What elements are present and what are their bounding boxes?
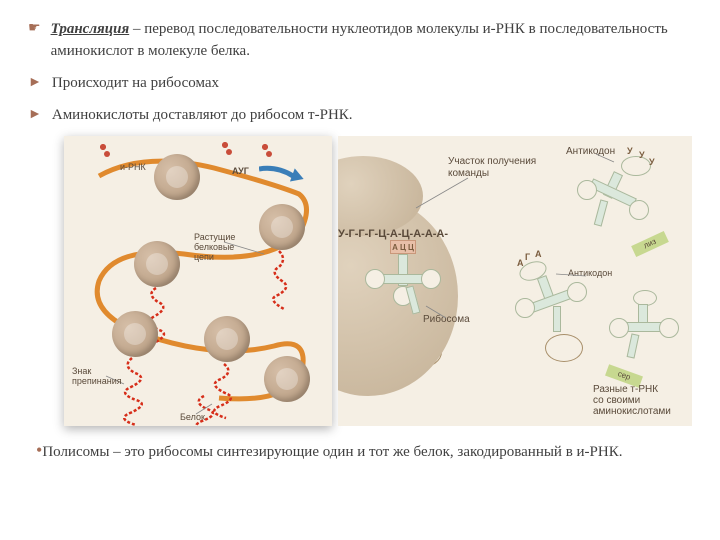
label-protein: Белок (180, 412, 205, 422)
trna-on-ribosome: АЦЦ (373, 244, 433, 314)
bullet-2: ► Происходит на рибосомах (28, 72, 692, 94)
bullet-1: ☛ Трансляция – перевод последовательност… (28, 18, 692, 62)
aa-lys: лиз (631, 231, 669, 257)
ribosome-2 (259, 204, 305, 250)
footer-period: . (619, 444, 623, 460)
label-stop: Знакпрепинания (72, 366, 122, 386)
anticodon-acc: АЦЦ (390, 240, 416, 254)
footer-paragraph: •Полисомы – это рибосомы синтезирующие о… (0, 426, 720, 464)
label-command-site: Участок получениякоманды (448, 156, 536, 180)
ribosome-1 (154, 154, 200, 200)
ribosome-6 (264, 356, 310, 402)
term-translation: Трансляция (51, 21, 130, 37)
label-aug: АУГ (232, 166, 249, 176)
bullet-marker: ► (28, 104, 42, 126)
ribosome-5 (204, 316, 250, 362)
footer-content: Полисомы – это рибосомы синтезирующие од… (42, 444, 618, 460)
label-growing-chains: Растущиебелковыецепи (194, 232, 235, 262)
bullet-1-text: Трансляция – перевод последовательности … (51, 18, 692, 62)
bullet-marker: ► (28, 72, 42, 94)
content-region: ☛ Трансляция – перевод последовательност… (0, 0, 720, 426)
bullet-2-text: Происходит на рибосомах (52, 72, 219, 94)
bullet-3-text: Аминокислоты доставляют до рибосом т-РНК… (52, 104, 353, 126)
label-ribosome: Рибосома (423, 314, 470, 325)
diagrams-row: и-РНК АУГ Растущиебелковыецепи Знакпрепи… (64, 136, 692, 426)
bullet-marker: ☛ (28, 18, 41, 40)
diagram-polysome: и-РНК АУГ Растущиебелковыецепи Знакпрепи… (64, 136, 332, 426)
mrna-sequence: У-Г-Г-Г-Ц-А-Ц-А-А-А- (338, 228, 448, 240)
label-various-trna: Разные т-РНКсо своимиаминокислотами (593, 384, 671, 417)
label-anticodon-top: Антикодон (566, 146, 615, 157)
ribosome-4 (112, 311, 158, 357)
trna-lys: У У У (583, 160, 643, 230)
aa-arg-circle (545, 334, 583, 362)
diagram-ribosome-trna: У-Г-Г-Г-Ц-А-Ц-А-А-А- АЦЦ три У У (338, 136, 692, 426)
label-mrna: и-РНК (120, 162, 146, 172)
trna-ser (613, 296, 673, 366)
bullet-3: ► Аминокислоты доставляют до рибосом т-Р… (28, 104, 692, 126)
bullet-1-rest: – перевод последовательности нуклеотидов… (51, 21, 668, 59)
ribosome-3 (134, 241, 180, 287)
label-anticodon-mid: Антикодон (568, 268, 612, 278)
